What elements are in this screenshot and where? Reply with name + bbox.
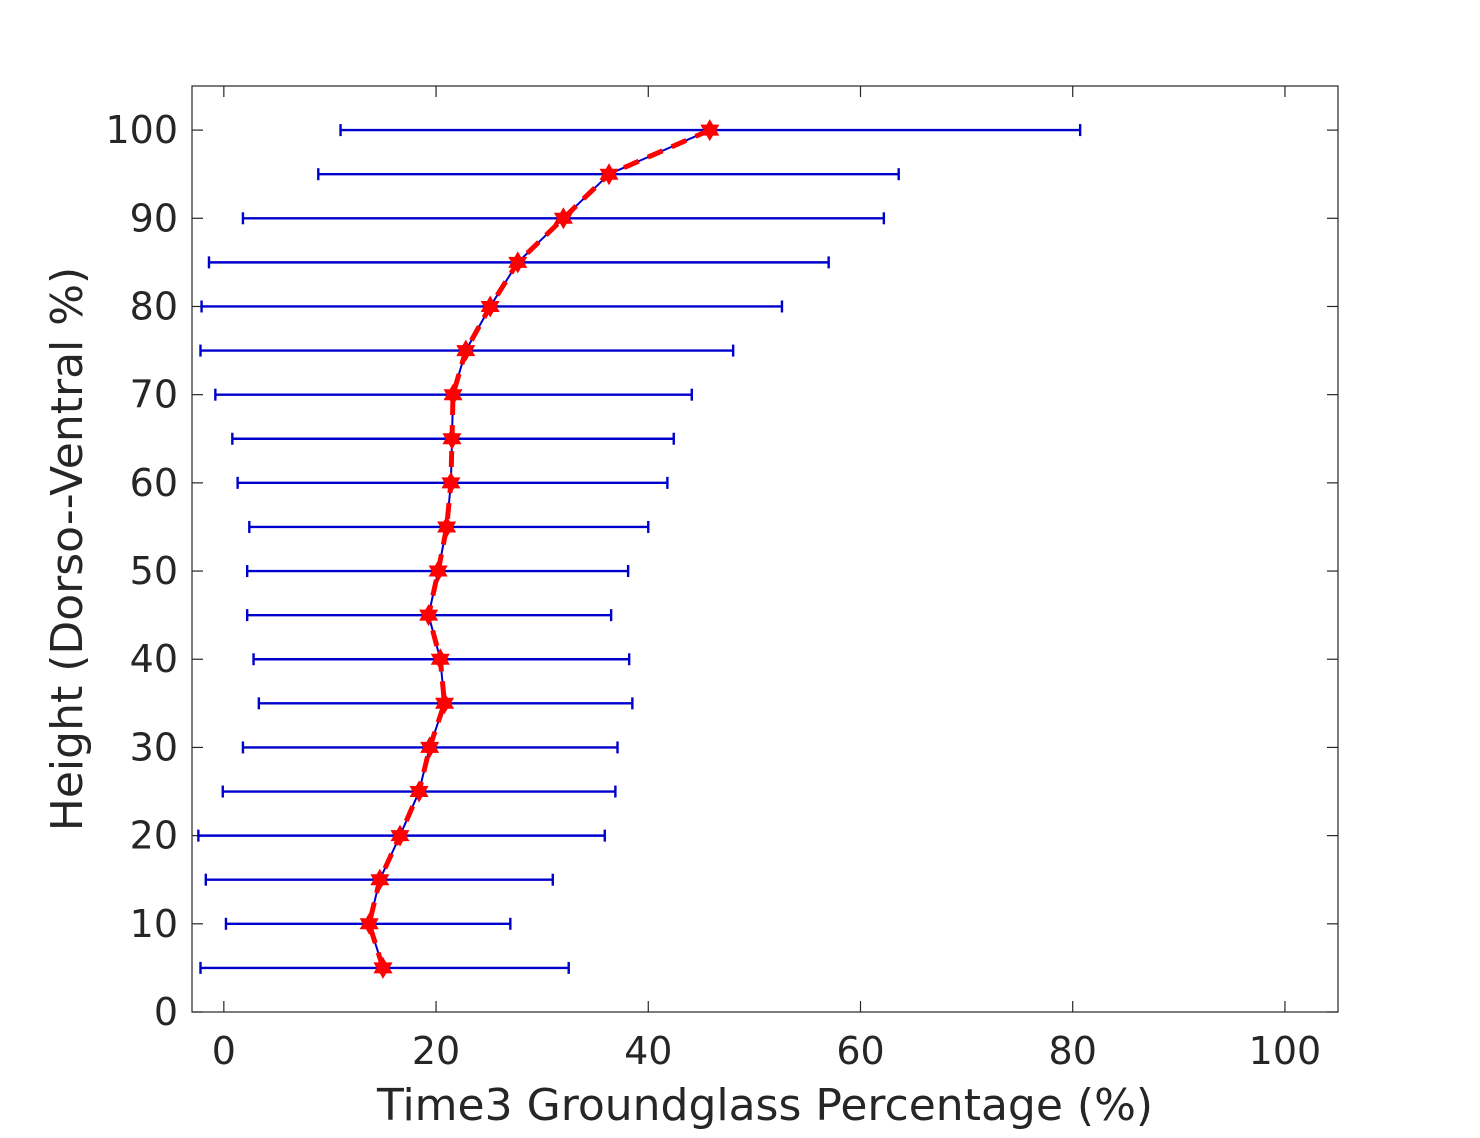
marker-triangle-down [390,830,410,847]
data-marker [700,119,720,142]
marker-triangle-down [480,301,500,318]
data-marker [370,868,390,891]
x-tick-label: 20 [412,1029,460,1073]
marker-triangle-down [430,653,450,671]
data-marker [442,427,462,450]
data-marker [359,912,379,935]
data-marker [419,604,439,627]
marker-triangle-down [359,918,379,935]
data-marker [435,692,455,715]
marker-triangle-down [420,741,440,759]
data-marker [443,383,463,406]
data-marker [420,736,440,759]
data-marker [390,824,410,847]
y-tick-label: 20 [130,814,178,858]
data-marker [480,295,500,318]
marker-triangle-down [442,433,462,450]
x-tick-label: 80 [1049,1029,1097,1073]
data-marker [508,251,528,274]
marker-triangle-down [456,345,476,362]
y-tick-label: 70 [130,373,178,417]
marker-triangle-down [428,565,448,583]
marker-triangle-down [441,477,461,494]
marker-triangle-down [370,874,390,891]
marker-triangle-down [419,609,439,627]
x-tick-label: 40 [624,1029,672,1073]
x-tick-label: 100 [1249,1029,1322,1073]
data-marker [409,780,429,803]
data-marker [599,163,619,186]
x-tick-label: 60 [836,1029,884,1073]
data-marker [428,559,448,583]
marker-triangle-down [435,697,455,715]
y-tick-label: 40 [130,637,178,681]
x-tick-label: 0 [212,1029,236,1073]
tick-labels: 0 20 40 60 80 100 0 10 20 30 40 50 60 70 80 90 100 [105,108,1321,1073]
marker-triangle-down [508,256,528,274]
y-tick-label: 80 [130,284,178,328]
plot-area [191,85,1339,1013]
y-tick-label: 90 [130,196,178,240]
y-tick-label: 60 [130,461,178,505]
mean-line-red-dashed [366,127,711,969]
data-marker [456,339,476,362]
data-marker [437,515,457,539]
axis-ticks [192,86,1338,1013]
y-tick-label: 30 [130,725,178,769]
data-marker [553,207,573,230]
y-axis-label: Height (Dorso--Ventral %) [42,267,93,831]
y-tick-label: 100 [105,108,178,152]
marker-triangle-down [599,168,619,186]
y-tick-label: 10 [130,902,178,946]
marker-triangle-down [700,124,720,142]
x-axis-label: Time3 Groundglass Percentage (%) [376,1080,1153,1131]
marker-triangle-down [373,962,393,979]
data-marker [373,956,393,979]
data-marker [441,471,461,494]
marker-triangle-down [443,389,463,406]
marker-triangle-down [409,786,429,803]
data-marker [430,648,450,671]
marker-triangle-down [553,212,573,230]
mean-line [366,127,711,969]
y-tick-label: 0 [154,990,178,1034]
marker-triangle-down [437,521,457,539]
data-markers [359,119,720,979]
y-tick-label: 50 [130,549,178,593]
error-bars [197,124,1082,974]
